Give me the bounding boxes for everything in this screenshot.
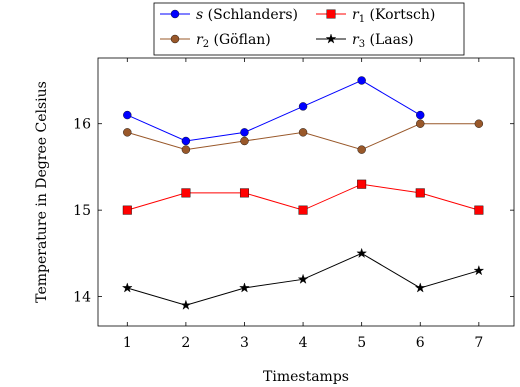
data-point-r3 <box>414 282 426 293</box>
legend: s (Schlanders) r1 (Kortsch) r2 (Göflan) r3 … <box>153 2 465 56</box>
legend-entry-r1: r1 (Kortsch) <box>316 7 435 25</box>
series-layer <box>121 76 485 310</box>
series-r3 <box>121 247 485 310</box>
legend-label: r3 (Laas) <box>352 32 414 50</box>
data-point-r3 <box>473 265 485 276</box>
data-point-r1 <box>298 205 308 215</box>
x-tick-label: 7 <box>474 335 483 351</box>
data-point-r3 <box>297 273 309 284</box>
series-r1 <box>122 179 484 215</box>
series-s <box>123 76 425 146</box>
data-point-r1 <box>474 205 484 215</box>
legend-marker <box>170 9 180 19</box>
data-point-r3 <box>356 247 368 258</box>
x-tick-label: 3 <box>240 335 249 351</box>
data-point-r3 <box>121 282 133 293</box>
data-point-s <box>181 136 191 146</box>
data-point-r1 <box>239 188 249 198</box>
data-point-r1 <box>181 188 191 198</box>
legend-marker <box>326 9 336 19</box>
legend-entry-s: s (Schlanders) <box>160 7 298 23</box>
data-point-r2 <box>474 119 484 128</box>
x-tick-label: 5 <box>357 335 366 351</box>
series-r2 <box>123 119 484 154</box>
series-line-r2 <box>127 123 479 151</box>
y-tick-label: 16 <box>73 117 91 133</box>
data-point-r2 <box>123 128 132 137</box>
legend-label: r1 (Kortsch) <box>352 7 435 25</box>
data-point-r3 <box>180 299 192 310</box>
x-tick-label: 2 <box>181 335 190 351</box>
x-tick-label: 6 <box>416 335 425 351</box>
data-point-s <box>240 128 249 137</box>
legend-entry-r3: r3 (Laas) <box>316 32 414 50</box>
data-point-r3 <box>239 282 250 293</box>
x-axis-label: Timestamps <box>263 369 349 385</box>
legend-box <box>153 2 465 56</box>
y-axis: 14 15 16 <box>73 117 514 306</box>
data-point-r1 <box>357 179 367 189</box>
legend-label: r2 (Göflan) <box>196 32 271 50</box>
data-point-s <box>357 76 366 85</box>
y-axis-label: Temperature in Degree Celsius <box>34 81 50 303</box>
legend-label: s (Schlanders) <box>196 7 298 23</box>
x-axis: 1 2 3 4 5 6 7 <box>123 58 483 351</box>
y-tick-label: 14 <box>73 290 91 306</box>
data-point-r1 <box>415 188 425 198</box>
data-point-r2 <box>298 128 308 137</box>
plot-frame <box>97 57 515 327</box>
x-tick-label: 4 <box>299 335 308 351</box>
y-tick-label: 15 <box>73 203 91 219</box>
data-point-s <box>298 102 308 111</box>
x-tick-label: 1 <box>123 335 132 351</box>
data-point-s <box>416 110 425 120</box>
data-point-s <box>123 110 132 120</box>
data-point-r2 <box>357 145 366 154</box>
data-point-r2 <box>240 136 249 146</box>
legend-marker <box>170 34 180 44</box>
data-point-r2 <box>181 145 191 154</box>
series-line-s <box>127 79 421 142</box>
data-point-r2 <box>416 119 425 128</box>
legend-entry-r2: r2 (Göflan) <box>160 32 271 50</box>
data-point-r1 <box>122 205 132 215</box>
legend-marker <box>325 33 337 44</box>
